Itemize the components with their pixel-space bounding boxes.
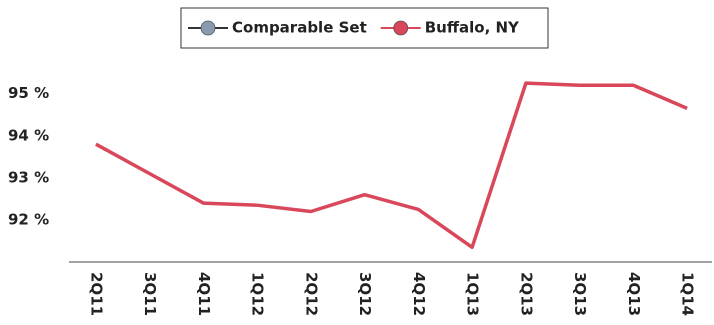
y-tick-label: 93 %: [8, 168, 49, 186]
x-tick-label: 1Q12: [249, 272, 267, 316]
y-tick-label: 92 %: [8, 210, 49, 228]
x-tick-label: 4Q13: [625, 272, 643, 316]
x-tick-label: 1Q14: [679, 272, 697, 316]
x-tick-label: 3Q12: [356, 272, 374, 316]
legend-label: Comparable Set: [232, 19, 367, 37]
x-tick-label: 3Q11: [141, 272, 159, 316]
x-tick-label: 3Q13: [571, 272, 589, 316]
line-series: [95, 81, 688, 250]
x-tick-label: 2Q11: [87, 272, 105, 316]
x-tick-label: 2Q12: [302, 272, 320, 316]
legend-marker: [200, 20, 216, 36]
y-tick-label: 94 %: [8, 126, 49, 144]
x-tick-label: 1Q13: [464, 272, 482, 316]
x-tick-label: 4Q11: [195, 272, 213, 316]
legend-label: Buffalo, NY: [425, 19, 520, 37]
x-tick-label: 2Q13: [517, 272, 535, 316]
x-tick-label: 4Q12: [410, 272, 428, 316]
y-tick-label: 95 %: [8, 84, 49, 102]
legend-marker: [393, 20, 409, 36]
legend-box: [180, 7, 549, 49]
